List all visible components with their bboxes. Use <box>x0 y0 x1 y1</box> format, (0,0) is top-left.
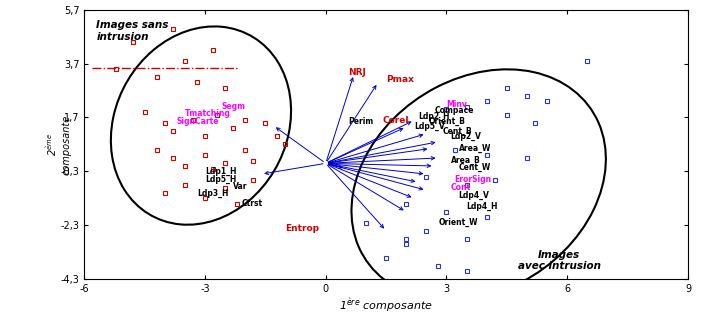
Text: Cent_B: Cent_B <box>442 126 472 135</box>
Text: Perim: Perim <box>348 117 373 126</box>
Text: NRJ: NRJ <box>348 68 366 77</box>
Text: Entrop: Entrop <box>286 223 319 232</box>
Text: Ldp4_V: Ldp4_V <box>458 191 489 200</box>
Text: Area_W: Area_W <box>458 144 491 153</box>
Text: Tmatching: Tmatching <box>185 109 231 118</box>
Text: Images sans
intrusion: Images sans intrusion <box>96 21 168 42</box>
X-axis label: 1$^{\grave{e}re}$ composante: 1$^{\grave{e}re}$ composante <box>339 297 433 315</box>
Text: Ldp2_V: Ldp2_V <box>451 132 482 141</box>
Text: Ldp1_H: Ldp1_H <box>205 167 237 176</box>
Text: ErorSign: ErorSign <box>454 175 491 184</box>
Text: Var: Var <box>233 182 248 191</box>
Text: Ctrst: Ctrst <box>241 199 263 208</box>
Text: SignCarte: SignCarte <box>177 117 219 126</box>
Text: Minv: Minv <box>446 100 468 108</box>
Text: Ldp5_H: Ldp5_H <box>205 175 237 184</box>
Text: Ldp3_H: Ldp3_H <box>197 188 228 197</box>
Text: Ldp5_V: Ldp5_V <box>414 122 445 132</box>
Text: Cent_W: Cent_W <box>458 163 491 172</box>
Y-axis label: 2$^{\grave{e}me}$
composante: 2$^{\grave{e}me}$ composante <box>44 114 71 175</box>
Text: Ldp2_H: Ldp2_H <box>418 112 450 121</box>
Text: Orient_W: Orient_W <box>439 218 478 227</box>
Text: Pmax: Pmax <box>386 75 414 84</box>
Text: Segm: Segm <box>221 102 245 111</box>
Text: Corel: Corel <box>382 116 409 125</box>
Text: Area_B: Area_B <box>451 156 480 165</box>
Text: Orient_B: Orient_B <box>428 117 465 126</box>
Text: Compace: Compace <box>435 106 474 115</box>
Text: Ldp4_H: Ldp4_H <box>467 202 498 211</box>
Text: Images
avec intrusion: Images avec intrusion <box>517 250 601 271</box>
Text: Cont: Cont <box>451 183 470 192</box>
